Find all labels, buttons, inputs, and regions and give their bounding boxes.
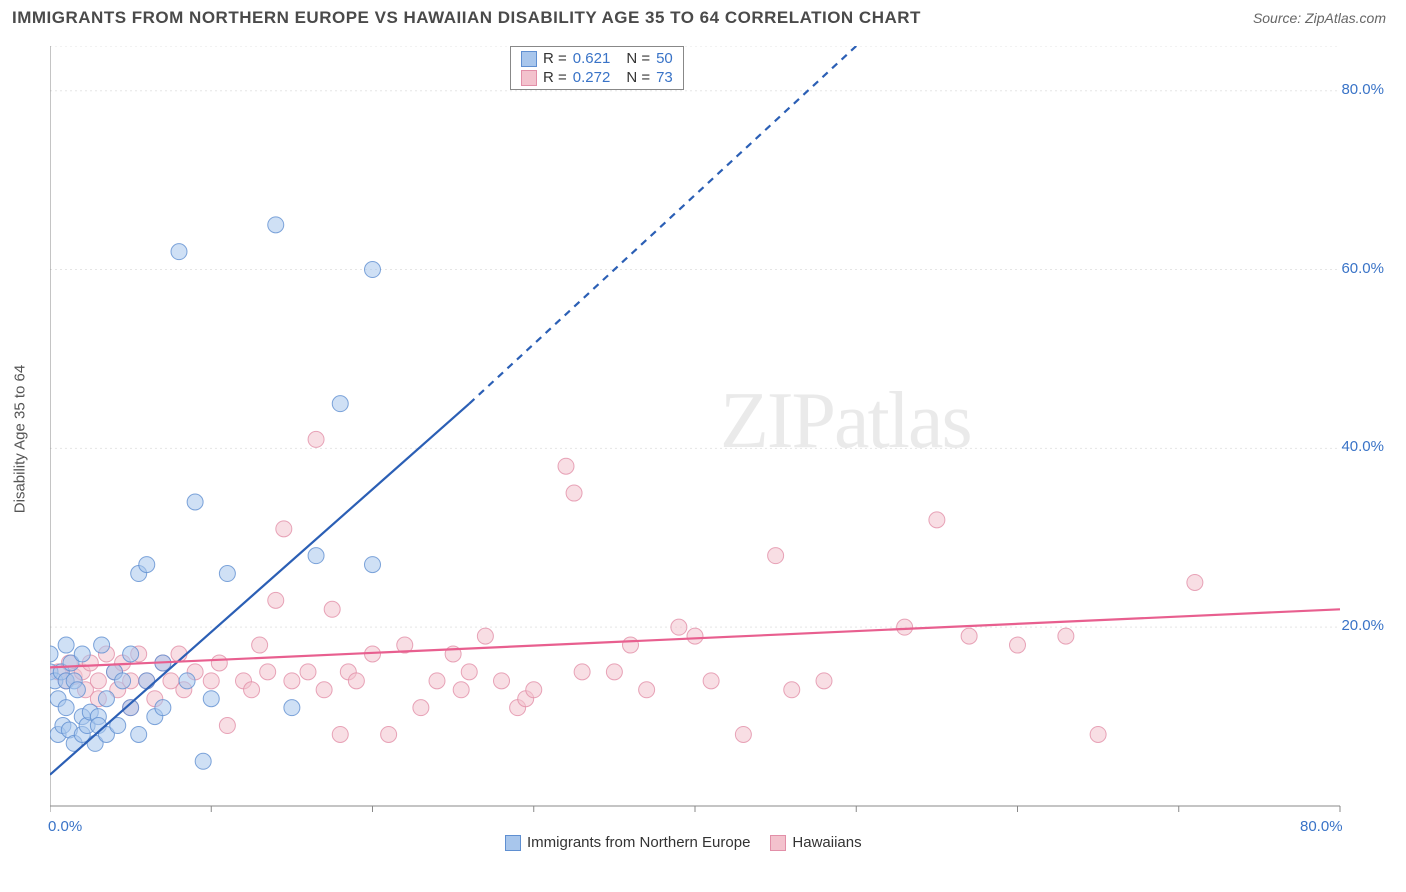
scatter-plot xyxy=(50,46,1386,832)
swatch-blue-icon xyxy=(505,835,521,851)
x-tick-label: 80.0% xyxy=(1300,818,1343,835)
y-axis-label: Disability Age 35 to 64 xyxy=(12,365,29,513)
chart-title: IMMIGRANTS FROM NORTHERN EUROPE VS HAWAI… xyxy=(12,8,921,28)
legend-label-blue: Immigrants from Northern Europe xyxy=(527,834,750,851)
r-label: R = xyxy=(543,69,567,86)
stats-row-blue: R = 0.621 N = 50 xyxy=(511,49,683,68)
legend-bottom: Immigrants from Northern Europe Hawaiian… xyxy=(505,834,862,851)
legend-item-pink: Hawaiians xyxy=(770,834,861,851)
source-label: Source: ZipAtlas.com xyxy=(1253,10,1386,26)
stats-legend-box: R = 0.621 N = 50 R = 0.272 N = 73 xyxy=(510,46,684,90)
r-value-blue: 0.621 xyxy=(573,50,611,67)
swatch-pink-icon xyxy=(521,70,537,86)
y-tick-label: 40.0% xyxy=(1341,438,1384,455)
r-label: R = xyxy=(543,50,567,67)
y-tick-label: 60.0% xyxy=(1341,260,1384,277)
swatch-blue-icon xyxy=(521,51,537,67)
n-label: N = xyxy=(626,50,650,67)
legend-item-blue: Immigrants from Northern Europe xyxy=(505,834,750,851)
r-value-pink: 0.272 xyxy=(573,69,611,86)
stats-row-pink: R = 0.272 N = 73 xyxy=(511,68,683,87)
swatch-pink-icon xyxy=(770,835,786,851)
x-tick-label: 0.0% xyxy=(48,818,82,835)
y-tick-label: 20.0% xyxy=(1341,617,1384,634)
n-label: N = xyxy=(626,69,650,86)
chart-area: Disability Age 35 to 64 ZIPatlas R = 0.6… xyxy=(50,46,1386,832)
n-value-pink: 73 xyxy=(656,69,673,86)
legend-label-pink: Hawaiians xyxy=(792,834,861,851)
n-value-blue: 50 xyxy=(656,50,673,67)
y-tick-label: 80.0% xyxy=(1341,81,1384,98)
